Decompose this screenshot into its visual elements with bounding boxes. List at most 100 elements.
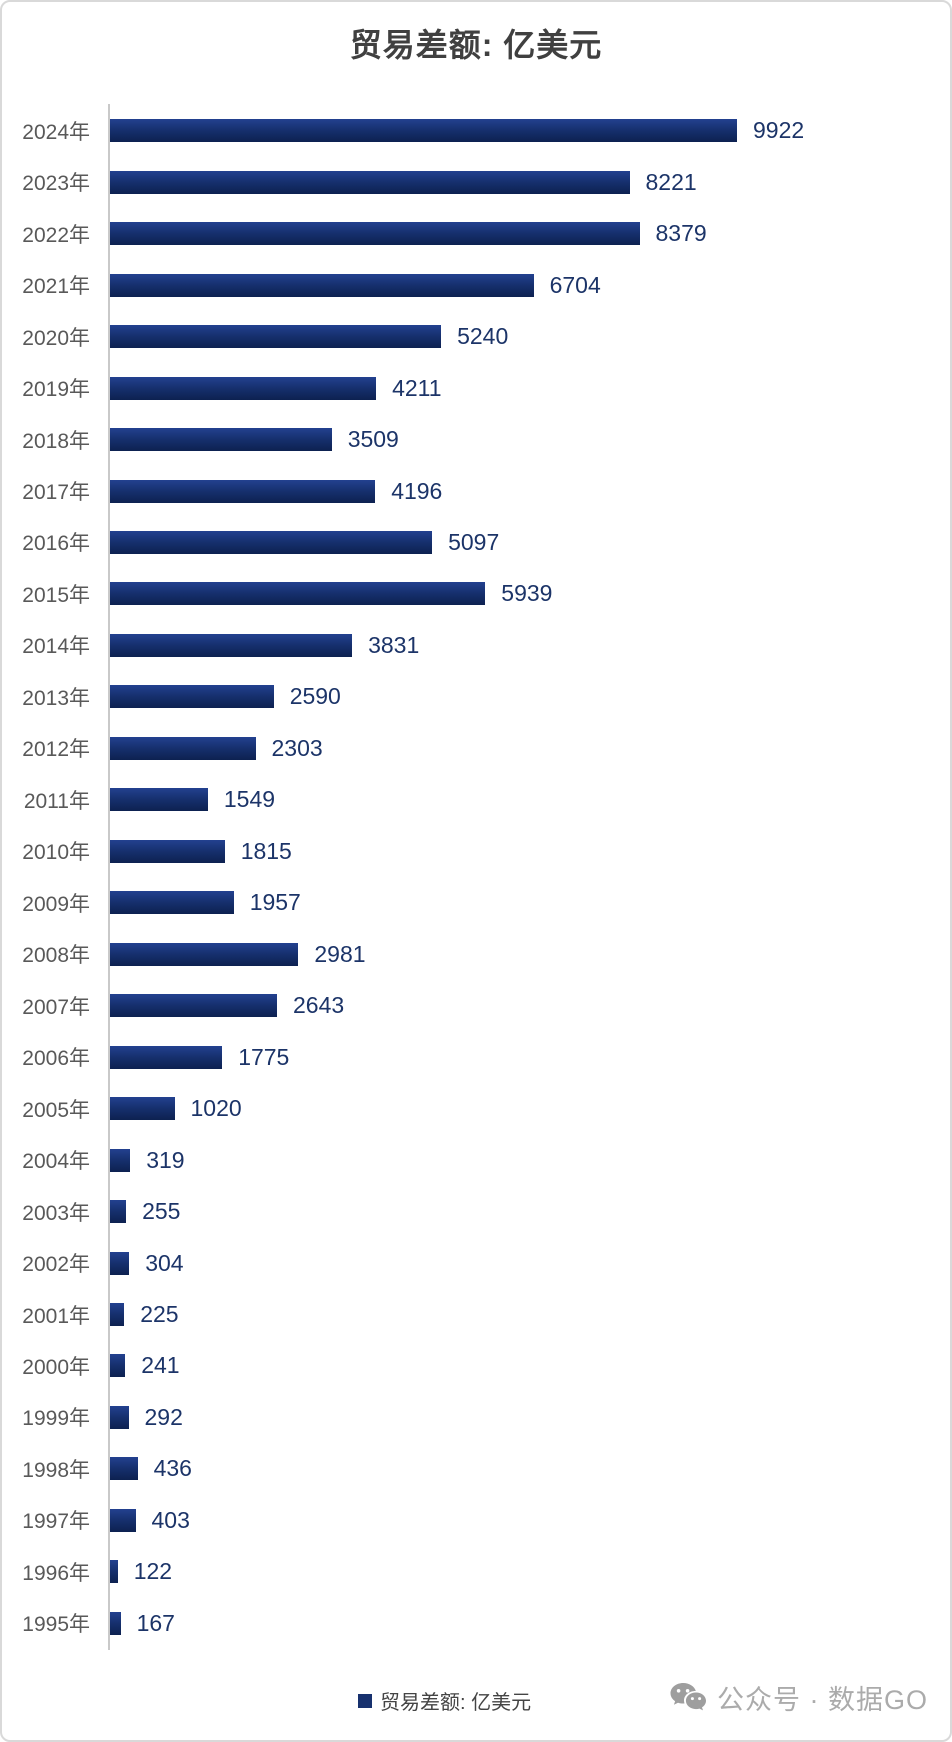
value-label: 4211	[392, 374, 442, 401]
year-label: 2006年	[22, 1047, 90, 1071]
wechat-icon	[670, 1682, 706, 1710]
bar	[110, 1405, 129, 1429]
value-label: 3831	[368, 631, 420, 658]
bar	[110, 788, 208, 812]
bar	[110, 1560, 118, 1584]
year-label: 1999年	[22, 1407, 90, 1431]
bar	[110, 1045, 223, 1069]
chart-row: 2016年 5097	[2, 517, 946, 568]
bar	[110, 1200, 127, 1224]
year-label: 1997年	[22, 1510, 90, 1534]
chart-row: 2010年 1815	[2, 826, 946, 877]
chart-row: 2009年 1957	[2, 877, 946, 928]
year-label: 1995年	[22, 1613, 90, 1637]
watermark: 公众号 · 数据GO	[669, 1678, 928, 1717]
bar	[110, 891, 234, 915]
bar	[110, 428, 332, 452]
year-label: 2000年	[22, 1355, 90, 1379]
chart-row: 2020年 5240	[2, 311, 946, 362]
bar	[110, 736, 256, 760]
chart-row: 1996年 122	[2, 1546, 946, 1597]
bar	[110, 273, 534, 297]
year-label: 2007年	[22, 995, 90, 1019]
value-label: 292	[144, 1403, 183, 1430]
value-label: 436	[153, 1455, 192, 1482]
chart-row: 2017年 4196	[2, 465, 946, 516]
bar	[110, 942, 299, 966]
chart-row: 2013年 2590	[2, 671, 946, 722]
bar-rows: 2024年 9922 2023年 8221 2022年 8379 2021年 6704 2020…	[2, 105, 946, 1649]
value-label: 5939	[501, 580, 553, 607]
value-label: 1775	[238, 1043, 290, 1070]
bar	[110, 1303, 125, 1327]
bar	[110, 633, 353, 657]
chart-row: 1995年 167	[2, 1598, 946, 1649]
value-label: 1815	[240, 837, 292, 864]
chart-row: 2011年 1549	[2, 774, 946, 825]
bar	[110, 530, 433, 554]
bar	[110, 376, 377, 400]
bar	[110, 325, 442, 349]
chart-row: 2000年 241	[2, 1340, 946, 1391]
year-label: 1998年	[22, 1458, 90, 1482]
value-label: 5097	[448, 528, 500, 555]
chart-row: 2023年 8221	[2, 156, 946, 207]
value-label: 5240	[457, 323, 509, 350]
value-label: 6704	[549, 271, 601, 298]
value-label: 167	[136, 1609, 175, 1636]
year-label: 2021年	[22, 275, 90, 299]
year-label: 2014年	[22, 635, 90, 659]
year-label: 2012年	[22, 738, 90, 762]
chart-row: 2021年 6704	[2, 259, 946, 310]
value-label: 241	[141, 1352, 180, 1379]
value-label: 2643	[293, 992, 345, 1019]
bar	[110, 1251, 130, 1275]
legend-label: 贸易差额: 亿美元	[380, 1692, 532, 1714]
bar	[110, 1508, 136, 1532]
year-label: 2018年	[22, 429, 90, 453]
year-label: 2024年	[22, 120, 90, 144]
value-label: 4196	[391, 477, 443, 504]
value-label: 8221	[645, 168, 697, 195]
value-label: 225	[140, 1301, 179, 1328]
chart-row: 1999年 292	[2, 1392, 946, 1443]
value-label: 8379	[655, 220, 707, 247]
chart-footer: 贸易差额: 亿美元 公众号 · 数据GO	[2, 1678, 950, 1718]
year-label: 2019年	[22, 378, 90, 402]
chart-row: 2003年 255	[2, 1186, 946, 1237]
chart-row: 2002年 304	[2, 1237, 946, 1288]
year-label: 2008年	[22, 944, 90, 968]
year-label: 2001年	[22, 1304, 90, 1328]
y-axis-line	[108, 104, 110, 1650]
bar	[110, 479, 376, 503]
year-label: 2010年	[22, 841, 90, 865]
bar	[110, 1611, 121, 1635]
chart-row: 2008年 2981	[2, 929, 946, 980]
chart-row: 1997年 403	[2, 1495, 946, 1546]
year-label: 2004年	[22, 1150, 90, 1174]
value-label: 403	[151, 1506, 190, 1533]
value-label: 1020	[190, 1095, 242, 1122]
bar	[110, 1097, 175, 1121]
year-label: 2003年	[22, 1201, 90, 1225]
chart-row: 2005年 1020	[2, 1083, 946, 1134]
year-label: 2016年	[22, 532, 90, 556]
chart-row: 2018年 3509	[2, 414, 946, 465]
chart-row: 2022年 8379	[2, 208, 946, 259]
chart-row: 2006年 1775	[2, 1031, 946, 1082]
value-label: 319	[146, 1146, 185, 1173]
chart-row: 2012年 2303	[2, 723, 946, 774]
year-label: 2015年	[22, 583, 90, 607]
value-label: 1549	[223, 786, 276, 813]
value-label: 2303	[271, 734, 323, 761]
year-label: 2005年	[22, 1098, 90, 1122]
bar	[110, 119, 737, 143]
chart-row: 2015年 5939	[2, 568, 946, 619]
bar	[110, 582, 486, 606]
value-label: 255	[142, 1198, 181, 1225]
year-label: 2020年	[22, 326, 90, 350]
value-label: 2590	[289, 683, 341, 710]
year-label: 2013年	[22, 686, 90, 710]
chart-title: 贸易差额: 亿美元	[349, 27, 603, 63]
